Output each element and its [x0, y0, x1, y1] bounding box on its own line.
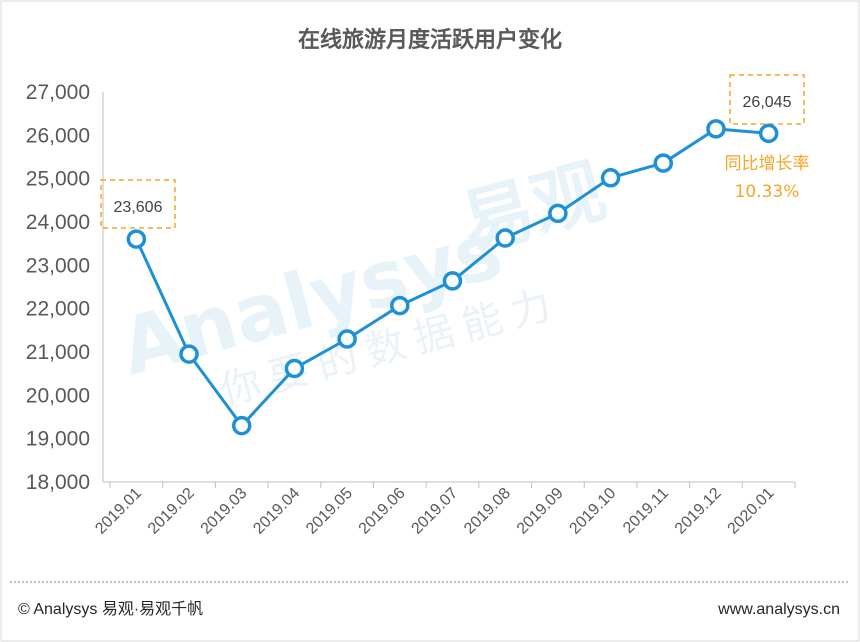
- y-tick-label: 24,000: [26, 211, 90, 234]
- callout-box-end: [729, 74, 805, 125]
- footer-copyright: © Analysys 易观·易观千帆: [18, 600, 203, 618]
- data-point: [495, 228, 515, 248]
- data-points: [126, 119, 779, 436]
- y-tick-label: 21,000: [26, 341, 90, 364]
- data-point: [600, 168, 621, 188]
- data-point: [758, 123, 779, 144]
- y-tick-label: 25,000: [26, 168, 90, 191]
- data-point: [653, 153, 674, 173]
- data-point: [390, 295, 410, 316]
- data-point: [706, 119, 726, 139]
- y-tick-label: 18,000: [26, 471, 90, 494]
- chart-title: 在线旅游月度活跃用户变化: [298, 27, 562, 53]
- data-point: [126, 229, 147, 249]
- y-ticks: 18,000 19,000 20,000 21,000 22,000 23,000 24,0…: [26, 81, 90, 494]
- callout-box-start: [100, 179, 176, 229]
- data-point: [231, 415, 252, 436]
- data-point: [337, 329, 357, 349]
- callout-label-end: 26,045: [743, 94, 792, 111]
- y-tick-label: 20,000: [26, 384, 90, 407]
- data-point: [179, 344, 199, 364]
- footer-website: www.analysys.cn: [717, 601, 840, 618]
- data-point: [442, 271, 463, 291]
- y-tick-label: 19,000: [26, 428, 90, 451]
- data-point: [548, 203, 568, 224]
- yoy-value: 10.33%: [735, 182, 800, 202]
- yoy-label: 同比增长率: [725, 154, 810, 174]
- data-point: [284, 358, 305, 379]
- y-tick-label: 22,000: [26, 298, 90, 321]
- callout-label-start: 23,606: [114, 199, 163, 216]
- y-tick-label: 27,000: [26, 81, 90, 104]
- y-tick-label: 26,000: [26, 124, 90, 147]
- y-tick-label: 23,000: [26, 254, 90, 277]
